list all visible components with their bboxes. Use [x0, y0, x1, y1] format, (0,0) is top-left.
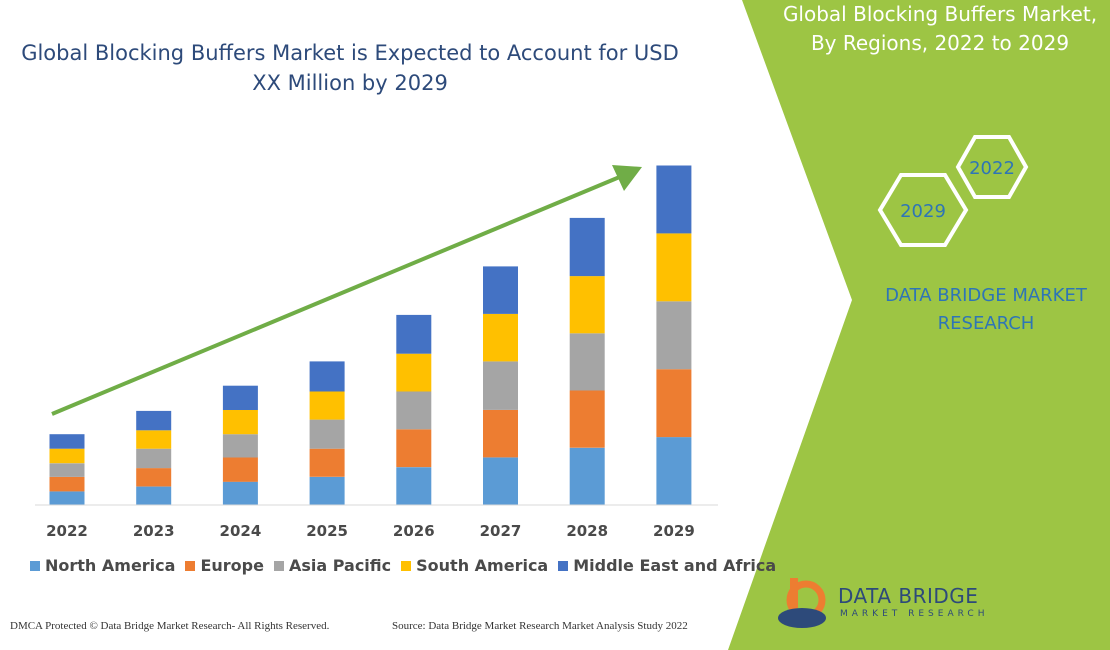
bar-segment-2029-asia-pacific	[656, 301, 692, 370]
legend-item-asia-pacific: Asia Pacific	[273, 556, 392, 575]
bar-segment-2028-asia-pacific	[569, 333, 605, 391]
chart-legend: North America Europe Asia Pacific South Ame…	[30, 556, 776, 575]
bar-segment-2024-south-america	[222, 409, 258, 435]
legend-label: South America	[416, 556, 549, 575]
bar-segment-2026-middle-east-and-africa	[396, 314, 432, 354]
bar-segment-2023-asia-pacific	[136, 448, 172, 469]
legend-item-middle-east-and-africa: Middle East and Africa	[558, 556, 776, 575]
bar-segment-2029-south-america	[656, 233, 692, 302]
legend-label: Asia Pacific	[288, 556, 392, 575]
x-tick-label-2024: 2024	[220, 522, 262, 540]
x-tick-label-2027: 2027	[480, 522, 522, 540]
bar-segment-2025-south-america	[309, 391, 345, 420]
x-tick-label-2026: 2026	[393, 522, 435, 540]
side-panel-title: Global Blocking Buffers Market, By Regio…	[782, 2, 1098, 55]
bar-segment-2028-europe	[569, 390, 605, 448]
bar-segment-2028-north-america	[569, 447, 605, 505]
side-panel-background	[728, 0, 1110, 650]
bar-segment-2022-south-america	[49, 448, 85, 464]
legend-label: Europe	[200, 556, 264, 575]
bar-segment-2023-europe	[136, 468, 172, 487]
bar-segment-2027-middle-east-and-africa	[483, 266, 518, 314]
bar-segment-2024-asia-pacific	[222, 434, 258, 458]
bar-segment-2026-asia-pacific	[396, 391, 432, 430]
legend-swatch	[273, 560, 284, 571]
legend-item-europe: Europe	[185, 556, 264, 575]
bar-segment-2025-asia-pacific	[309, 419, 345, 449]
hexagon-2022	[955, 135, 1029, 199]
bar-segment-2023-south-america	[136, 430, 172, 449]
logo-subtitle: MARKET RESEARCH	[840, 609, 989, 619]
legend-swatch	[401, 560, 412, 571]
bar-segment-2027-north-america	[483, 457, 518, 505]
bar-segment-2028-south-america	[569, 276, 605, 334]
legend-swatch	[558, 560, 569, 571]
bar-segment-2025-middle-east-and-africa	[309, 361, 345, 392]
bar-segment-2022-asia-pacific	[49, 463, 85, 477]
bars-layer	[49, 165, 692, 505]
bar-segment-2029-north-america	[656, 437, 692, 505]
bar-segment-2022-europe	[49, 476, 85, 492]
logo-name: DATA BRIDGE	[838, 584, 979, 608]
legend-swatch	[185, 560, 196, 571]
bar-segment-2029-europe	[656, 369, 692, 438]
bar-segment-2023-middle-east-and-africa	[136, 410, 172, 431]
x-tick-label-2028: 2028	[566, 522, 608, 540]
bar-segment-2026-europe	[396, 429, 432, 468]
copyright-notice: DMCA Protected © Data Bridge Market Rese…	[10, 620, 330, 632]
bar-segment-2024-europe	[222, 457, 258, 482]
legend-label: North America	[45, 556, 176, 575]
brand-text: DATA BRIDGE MARKET RESEARCH	[885, 285, 1087, 334]
bar-segment-2022-middle-east-and-africa	[49, 434, 85, 449]
legend-item-north-america: North America	[30, 556, 175, 575]
bar-segment-2025-north-america	[309, 476, 345, 505]
source-note: Source: Data Bridge Market Research Mark…	[392, 620, 688, 632]
trend-arrow-line	[51, 174, 623, 416]
bar-segment-2026-north-america	[396, 467, 432, 505]
hexagon-2029	[877, 173, 969, 247]
bar-segment-2022-north-america	[49, 491, 85, 505]
bar-segment-2024-middle-east-and-africa	[222, 385, 258, 410]
chart-title: Global Blocking Buffers Market is Expect…	[21, 41, 679, 95]
legend-label: Middle East and Africa	[573, 556, 777, 575]
x-tick-label-2023: 2023	[133, 522, 175, 540]
x-tick-labels: 2022 2023 2024 2025 2026 2027 2028 2029	[46, 522, 695, 540]
trend-arrow-head	[612, 165, 642, 191]
x-tick-label-2022: 2022	[46, 522, 88, 540]
bar-segment-2025-europe	[309, 448, 345, 477]
bar-segment-2027-asia-pacific	[483, 361, 518, 410]
x-tick-label-2025: 2025	[306, 522, 348, 540]
bar-segment-2024-north-america	[222, 481, 258, 505]
legend-item-south-america: South America	[401, 556, 548, 575]
x-tick-label-2029: 2029	[653, 522, 695, 540]
bar-segment-2027-europe	[483, 409, 518, 458]
legend-swatch	[30, 560, 40, 571]
hexagon-2022-label: 2022	[969, 158, 1015, 179]
logo-icon	[778, 578, 826, 628]
bar-segment-2029-middle-east-and-africa	[656, 165, 692, 234]
bar-segment-2023-north-america	[136, 486, 172, 505]
bar-segment-2026-south-america	[396, 353, 432, 392]
bar-segment-2028-middle-east-and-africa	[569, 217, 605, 277]
hexagon-2029-label: 2029	[900, 201, 946, 222]
bar-segment-2027-south-america	[483, 313, 518, 362]
